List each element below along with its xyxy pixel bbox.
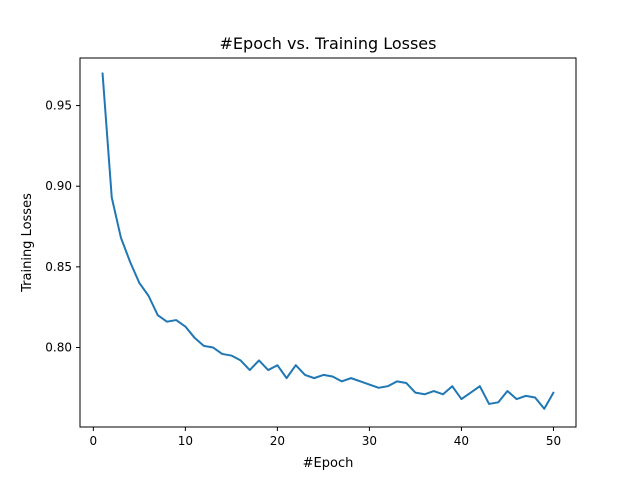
- chart-title: #Epoch vs. Training Losses: [220, 34, 437, 53]
- series-line-0: [101, 72, 555, 410]
- x-tick-label: 0: [90, 434, 98, 448]
- x-tick-label: 40: [454, 434, 469, 448]
- axes-frame: [79, 57, 577, 428]
- y-axis-label: Training Losses: [20, 193, 35, 293]
- y-axis-ticks: 0.80 0.85 0.90 0.95: [45, 99, 80, 354]
- series-layer: [101, 72, 555, 410]
- x-tick-label: 30: [362, 434, 377, 448]
- y-tick-label: 0.85: [45, 260, 72, 274]
- x-tick-label: 20: [270, 434, 285, 448]
- plot-area: 0 10 20 30 40 50 0.80 0.85 0.90 0.95: [45, 57, 577, 448]
- x-tick-label: 10: [178, 434, 193, 448]
- x-axis-label: #Epoch: [303, 456, 354, 471]
- x-axis-ticks: 0 10 20 30 40 50: [90, 427, 561, 448]
- y-tick-label: 0.95: [45, 99, 72, 113]
- y-tick-label: 0.90: [45, 179, 72, 193]
- y-tick-label: 0.80: [45, 340, 72, 354]
- x-tick-label: 50: [546, 434, 561, 448]
